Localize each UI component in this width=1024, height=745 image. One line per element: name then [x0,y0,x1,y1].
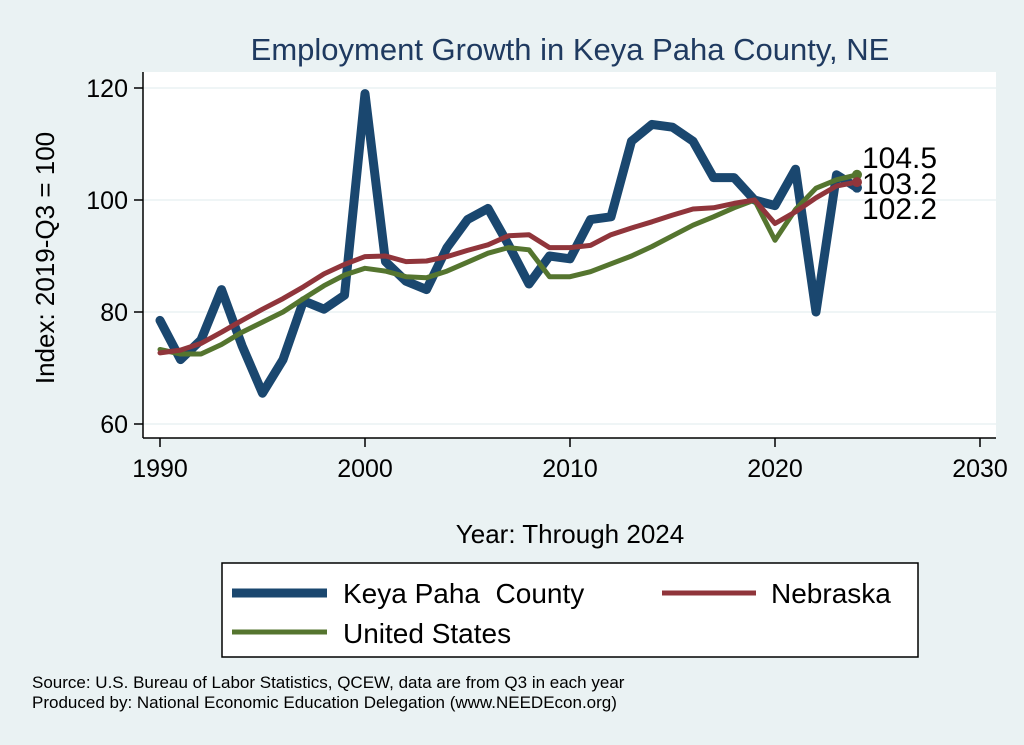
x-tick-label: 1990 [132,455,188,483]
y-tick-label: 60 [100,411,128,439]
x-tick-label: 2020 [747,455,803,483]
x-tick-label: 2030 [952,455,1008,483]
y-tick-label: 80 [100,299,128,327]
series [155,89,862,398]
y-tick-label: 100 [86,187,128,215]
legend: Keya Paha County Nebraska United States [221,562,919,658]
series-line-united-states [157,172,860,357]
y-tick-label: 120 [86,75,128,103]
end-value-label: 103.2 [862,168,937,201]
footnote-source: Source: U.S. Bureau of Labor Statistics,… [32,673,625,692]
end-value-label: 102.2 [862,193,937,226]
grid [143,87,996,425]
y-axis-label: Index: 2019-Q3 = 100 [30,132,60,384]
axes: 60 80 100 120 1990 2000 2010 2020 2030 [86,72,1008,483]
footnote-produced: Produced by: National Economic Education… [32,693,617,712]
x-tick-label: 2010 [542,455,598,483]
series-line-keya-paha-county [155,89,862,398]
legend-box [221,562,919,658]
legend-label-keya-paha: Keya Paha County [343,578,584,609]
x-axis-label: Year: Through 2024 [456,519,684,549]
legend-label-nebraska: Nebraska [771,578,891,609]
legend-label-united-states: United States [343,618,511,649]
end-value-label: 104.5 [862,142,937,175]
chart-title: Employment Growth in Keya Paha County, N… [251,32,890,67]
series-end-point [852,177,862,188]
series-end-point [852,169,862,180]
x-tick-label: 2000 [337,455,393,483]
series-line-nebraska [157,179,860,356]
